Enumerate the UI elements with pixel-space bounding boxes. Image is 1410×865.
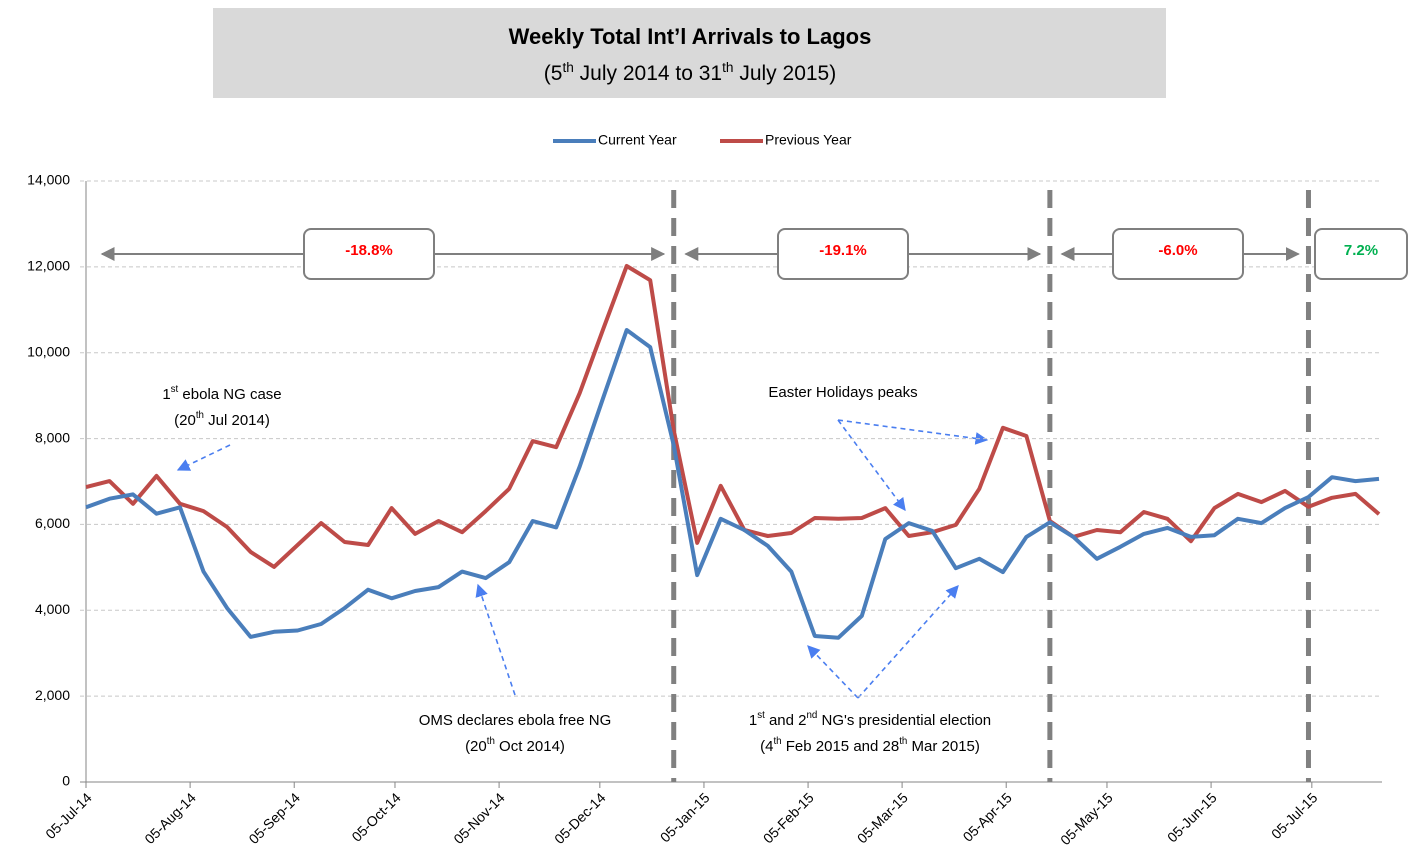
period-box <box>1112 228 1244 280</box>
legend-label: Previous Year <box>765 132 852 148</box>
text-part: 1 <box>749 712 757 729</box>
text-part: Jul 2014) <box>204 412 270 429</box>
text-part: Mar 2015) <box>907 738 980 755</box>
superscript: th <box>722 60 733 75</box>
text-part: NG's presidential election <box>817 712 991 729</box>
text-part: (5 <box>544 62 563 85</box>
x-tick-label: 05-May-15 <box>1057 789 1116 848</box>
annotation-arrow <box>857 585 959 699</box>
legend-label: Current Year <box>598 132 677 148</box>
annotation: (20th Jul 2014) <box>174 410 270 429</box>
text-part: 1 <box>162 386 170 403</box>
y-tick-label: 2,000 <box>35 687 70 703</box>
chart-title: Weekly Total Int’l Arrivals to Lagos <box>509 24 872 49</box>
superscript: th <box>487 736 495 747</box>
x-tick-label: 05-Nov-14 <box>450 789 508 847</box>
y-tick-label: 8,000 <box>35 429 70 445</box>
y-tick-label: 14,000 <box>27 172 70 188</box>
text-part: and 2 <box>765 712 807 729</box>
superscript: th <box>773 736 781 747</box>
annotation: 1st and 2nd NG's presidential election <box>749 710 991 729</box>
text-part: July 2014 to 31 <box>574 62 722 85</box>
text-part: (20 <box>174 412 196 429</box>
annotation: OMS declares ebola free NG <box>419 712 612 729</box>
x-tick-label: 05-Sep-14 <box>245 789 303 847</box>
x-tick-label: 05-Jul-14 <box>42 789 95 842</box>
text-part: (20 <box>465 738 487 755</box>
y-tick-label: 0 <box>62 773 70 789</box>
annotation-arrow <box>475 583 516 696</box>
text-part: Easter Holidays peaks <box>768 384 917 401</box>
y-tick-label: 6,000 <box>35 515 70 531</box>
superscript: th <box>196 410 204 421</box>
text-part: (4 <box>760 738 773 755</box>
series-line <box>85 328 1380 640</box>
x-tick-label: 05-Mar-15 <box>854 789 911 846</box>
annotation-arrow <box>837 419 906 512</box>
y-tick-label: 4,000 <box>35 601 70 617</box>
period-label: -6.0% <box>1158 242 1197 259</box>
superscript: nd <box>807 710 818 721</box>
y-tick-label: 10,000 <box>27 343 70 359</box>
x-tick-label: 05-Oct-14 <box>348 789 403 844</box>
annotation-arrow <box>176 444 231 471</box>
text-part: July 2015) <box>734 62 837 85</box>
period-label: -19.1% <box>819 242 867 259</box>
x-tick-label: 05-Jan-15 <box>657 789 713 845</box>
superscript: st <box>757 710 765 721</box>
annotation-arrow <box>807 645 859 699</box>
x-tick-label: 05-Aug-14 <box>141 789 199 847</box>
x-tick-label: 05-Dec-14 <box>551 789 609 847</box>
annotation: (4th Feb 2015 and 28th Mar 2015) <box>760 736 980 755</box>
series-line <box>85 264 1381 569</box>
period-label: -18.8% <box>345 242 393 259</box>
annotation: Easter Holidays peaks <box>768 384 917 401</box>
chart-subtitle: (5th July 2014 to 31th July 2015) <box>544 60 836 85</box>
period-label: 7.2% <box>1344 242 1378 259</box>
x-tick-label: 05-Jun-15 <box>1164 789 1220 845</box>
text-part: OMS declares ebola free NG <box>419 712 612 729</box>
y-tick-label: 12,000 <box>27 258 70 274</box>
period-box <box>1314 228 1408 280</box>
x-tick-label: 05-Apr-15 <box>960 789 1015 844</box>
superscript: th <box>562 60 573 75</box>
text-part: ebola NG case <box>178 386 281 403</box>
text-part: Oct 2014) <box>495 738 565 755</box>
x-tick-label: 05-Jul-15 <box>1268 789 1321 842</box>
text-part: Feb 2015 and 28 <box>782 738 900 755</box>
period-box <box>777 228 909 280</box>
period-box <box>303 228 435 280</box>
annotation-arrow <box>837 419 989 445</box>
annotation: 1st ebola NG case <box>162 384 281 403</box>
x-tick-label: 05-Feb-15 <box>760 789 817 846</box>
annotation: (20th Oct 2014) <box>465 736 565 755</box>
superscript: st <box>171 384 179 395</box>
superscript: th <box>899 736 907 747</box>
title-box <box>213 8 1166 98</box>
